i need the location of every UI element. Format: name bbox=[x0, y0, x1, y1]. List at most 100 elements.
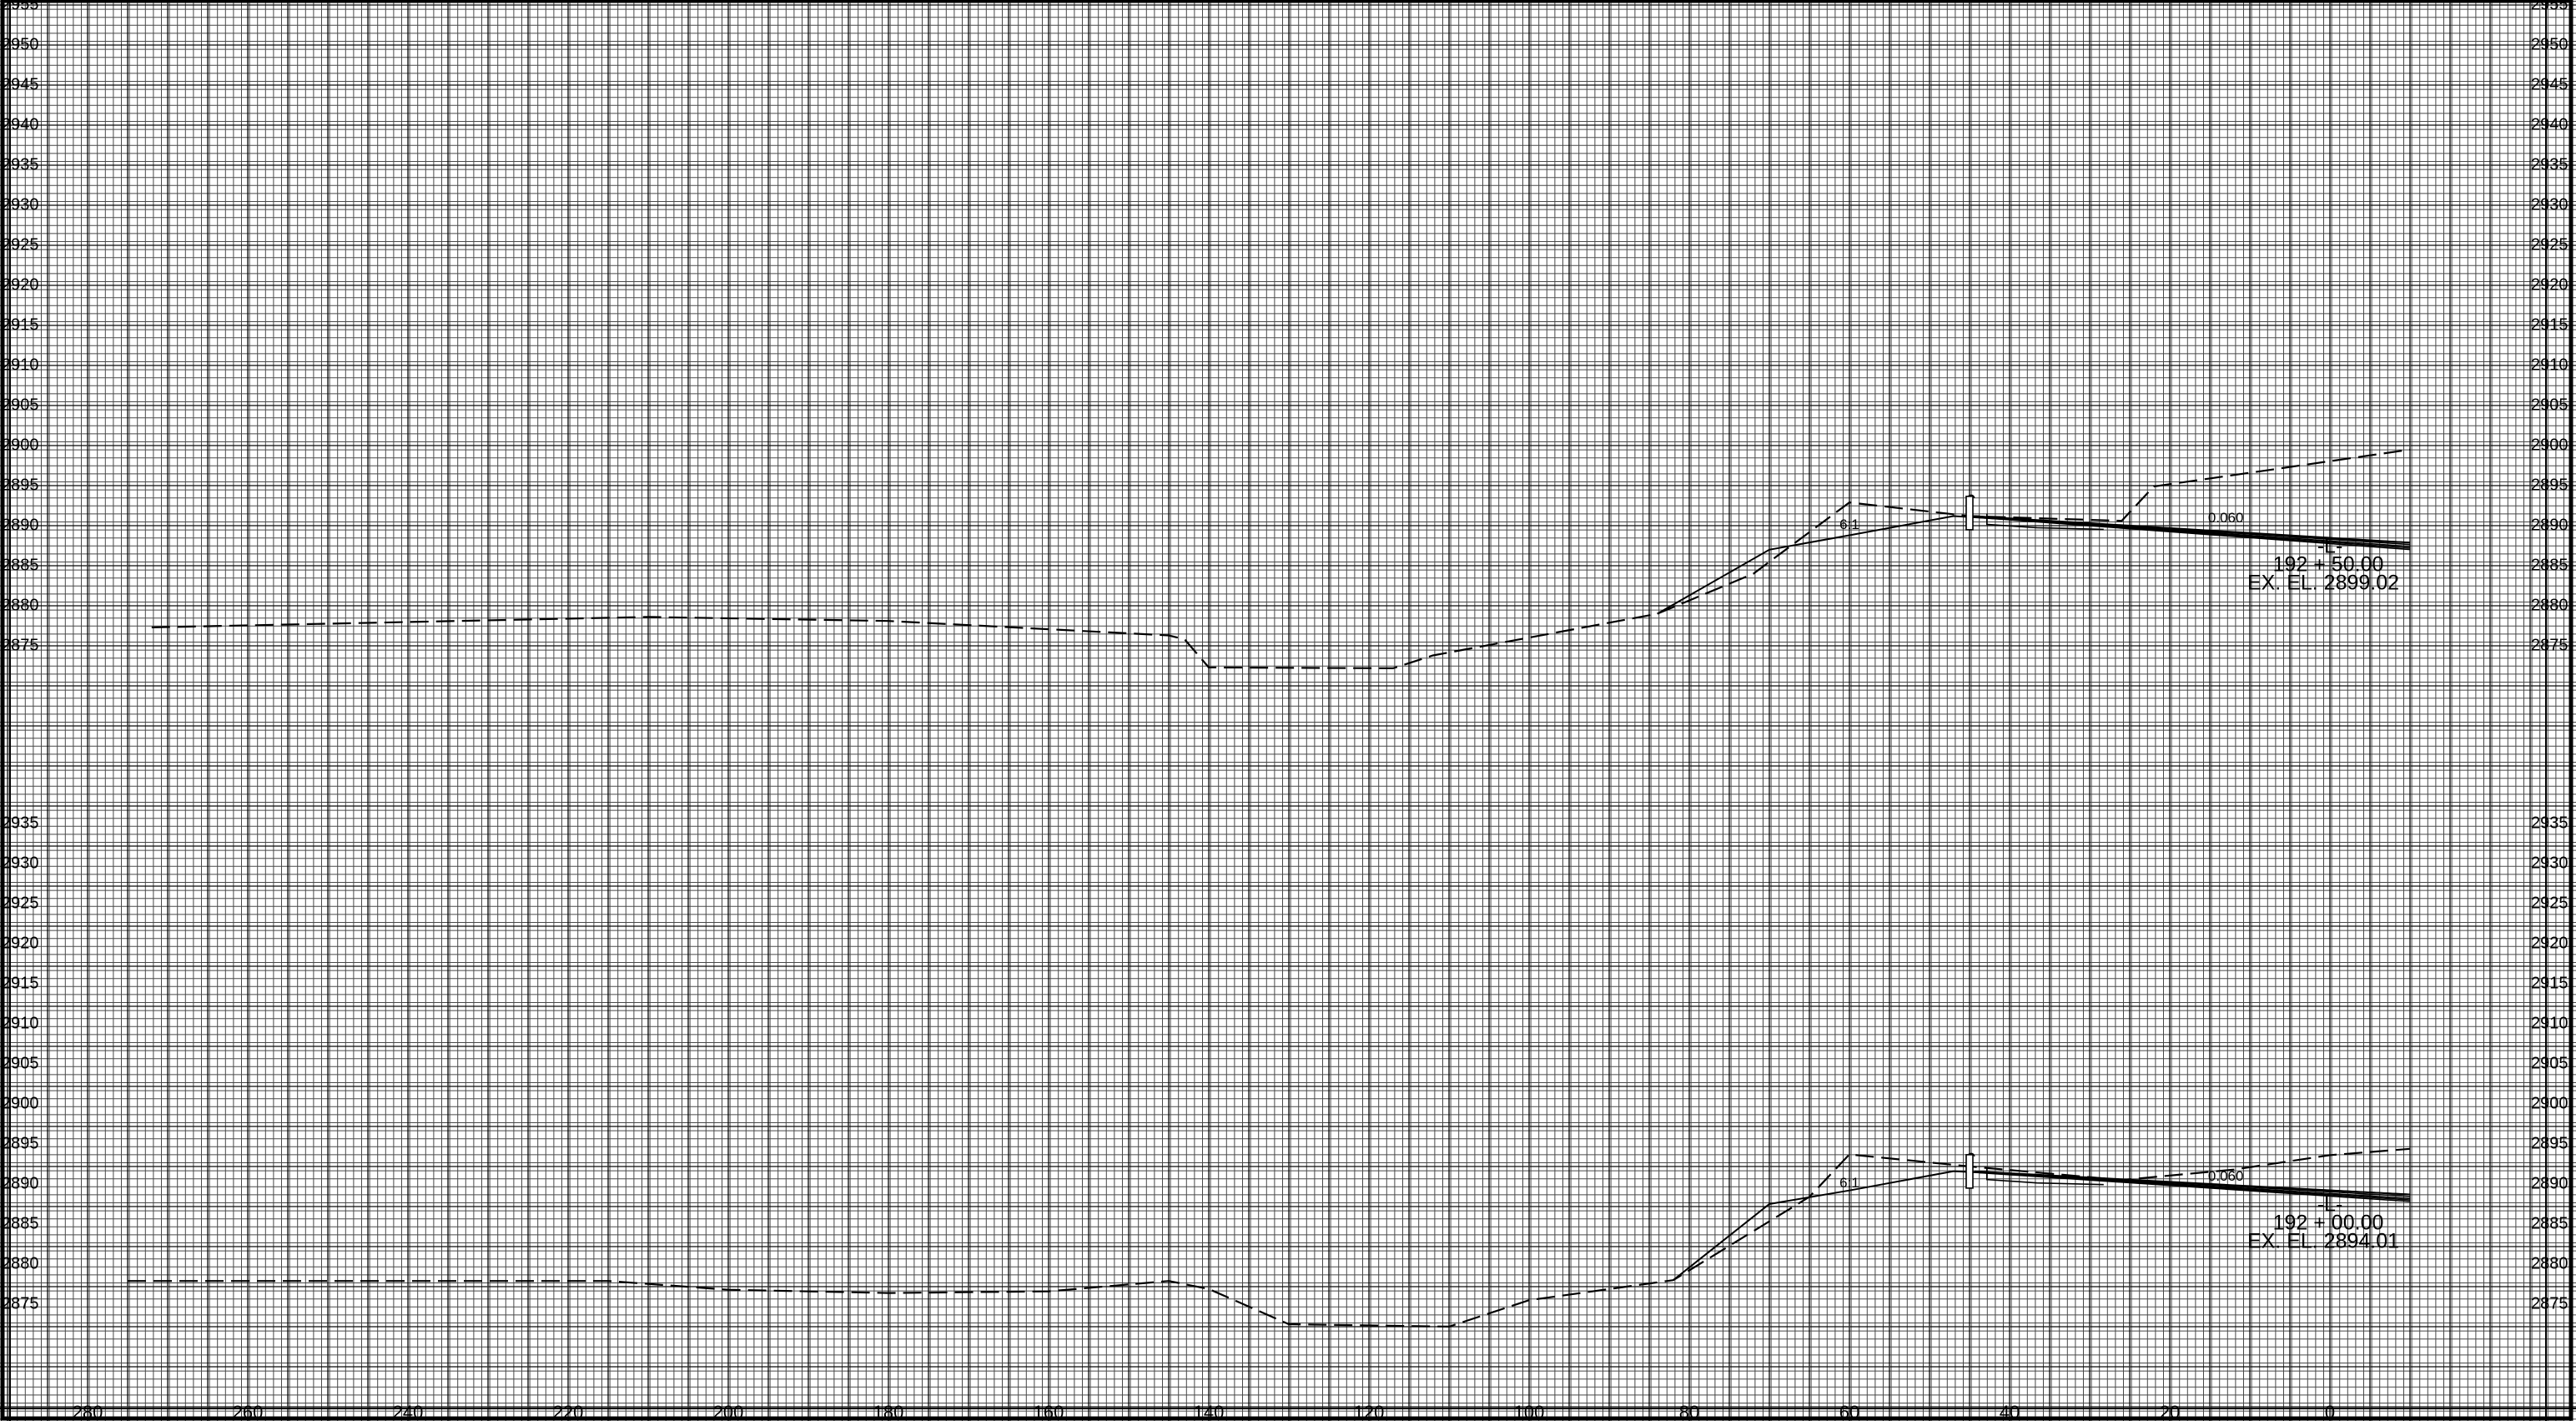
elevation-label-left: 2900 bbox=[2, 436, 39, 454]
elevation-label-left: 2935 bbox=[2, 814, 39, 832]
guardrail-post bbox=[1965, 1154, 1974, 1189]
elevation-label-right: 2895 bbox=[2531, 1134, 2568, 1152]
offset-label: 220 bbox=[553, 1402, 584, 1421]
elevation-label-left: 2925 bbox=[2, 894, 39, 912]
guardrail-cap bbox=[1967, 494, 1975, 499]
elevation-label-right: 2880 bbox=[2531, 1254, 2568, 1272]
elevation-label-left: 2930 bbox=[2, 195, 39, 214]
station-label: 192 + 50.00 bbox=[2273, 552, 2384, 576]
base-course-line bbox=[1986, 513, 2104, 531]
elevation-label-left: 2900 bbox=[2, 1094, 39, 1112]
elevation-label-left: 2915 bbox=[2, 315, 39, 334]
existing-elevation-label: EX. EL. 2899.02 bbox=[2247, 571, 2399, 594]
offset-label: 40 bbox=[2000, 1402, 2020, 1421]
elevation-label-right: 2940 bbox=[2531, 115, 2568, 134]
elevation-label-left: 2930 bbox=[2, 854, 39, 872]
elevation-label-left: 2955 bbox=[2, 0, 39, 13]
elevation-label-left: 2885 bbox=[2, 556, 39, 574]
offset-label: 200 bbox=[713, 1402, 744, 1421]
elevation-label-right: 2930 bbox=[2531, 854, 2568, 872]
elevation-label-left: 2890 bbox=[2, 1174, 39, 1192]
elevation-label-right: 2890 bbox=[2531, 516, 2568, 534]
elevation-label-left: 2905 bbox=[2, 396, 39, 414]
elevation-label-right: 2950 bbox=[2531, 35, 2568, 53]
elevation-label-right: 2910 bbox=[2531, 355, 2568, 374]
elevation-label-left: 2875 bbox=[2, 636, 39, 654]
pavement-layer-line bbox=[1979, 516, 2411, 551]
elevation-label-left: 2895 bbox=[2, 1134, 39, 1152]
elevation-label-left: 2935 bbox=[2, 155, 39, 174]
offset-label: 140 bbox=[1194, 1402, 1225, 1421]
elevation-label-right: 2915 bbox=[2531, 315, 2568, 334]
station-label: 192 + 00.00 bbox=[2273, 1211, 2384, 1234]
elevation-label-left: 2880 bbox=[2, 596, 39, 614]
elevation-label-right: 2890 bbox=[2531, 1174, 2568, 1192]
elevation-label-right: 2935 bbox=[2531, 155, 2568, 174]
elevation-label-right: 2920 bbox=[2531, 934, 2568, 952]
centerline-label: -L- bbox=[2317, 534, 2343, 557]
offset-label: 0 bbox=[2325, 1402, 2335, 1421]
elevation-label-left: 2880 bbox=[2, 1254, 39, 1272]
elevation-label-left: 2945 bbox=[2, 75, 39, 93]
offset-label: 280 bbox=[73, 1402, 103, 1421]
elevation-label-right: 2905 bbox=[2531, 396, 2568, 414]
elevation-label-left: 2910 bbox=[2, 355, 39, 374]
elevation-label-right: 2895 bbox=[2531, 476, 2568, 494]
elevation-label-right: 2905 bbox=[2531, 1054, 2568, 1072]
centerline-label: -L- bbox=[2317, 1192, 2343, 1216]
offset-label: 120 bbox=[1354, 1402, 1385, 1421]
proposed-section-line bbox=[1657, 515, 2411, 615]
elevation-label-right: 2925 bbox=[2531, 235, 2568, 254]
cross-slope-label: 0.060 bbox=[2208, 1168, 2244, 1184]
elevation-label-left: 2910 bbox=[2, 1014, 39, 1032]
elevation-label-right: 2900 bbox=[2531, 1094, 2568, 1112]
elevation-label-left: 2875 bbox=[2, 1294, 39, 1313]
elevation-label-right: 2945 bbox=[2531, 75, 2568, 93]
elevation-label-right: 2875 bbox=[2531, 1294, 2568, 1313]
pavement-layer-line bbox=[1979, 1172, 2411, 1202]
elevation-label-right: 2920 bbox=[2531, 275, 2568, 294]
elevation-label-right: 2955 bbox=[2531, 0, 2568, 13]
existing-elevation-label: EX. EL. 2894.01 bbox=[2247, 1229, 2399, 1252]
elevation-label-right: 2880 bbox=[2531, 596, 2568, 614]
offset-label: 180 bbox=[873, 1402, 904, 1421]
guardrail-post bbox=[1965, 496, 1974, 531]
elevation-label-left: 2905 bbox=[2, 1054, 39, 1072]
elevation-label-left: 2890 bbox=[2, 516, 39, 534]
elevation-label-left: 2885 bbox=[2, 1214, 39, 1232]
elevation-label-left: 2940 bbox=[2, 115, 39, 134]
elevation-label-left: 2895 bbox=[2, 476, 39, 494]
offset-label: 20 bbox=[2160, 1402, 2180, 1421]
elevation-label-right: 2910 bbox=[2531, 1014, 2568, 1032]
offset-label: 100 bbox=[1514, 1402, 1545, 1421]
elevation-label-right: 2900 bbox=[2531, 436, 2568, 454]
offset-label: 260 bbox=[233, 1402, 264, 1421]
slope-label: 6:1 bbox=[1839, 516, 1859, 532]
offset-label: 60 bbox=[1839, 1402, 1859, 1421]
elevation-label-left: 2915 bbox=[2, 974, 39, 992]
elevation-label-right: 2885 bbox=[2531, 556, 2568, 574]
cross-slope-label: 0.060 bbox=[2208, 510, 2244, 526]
offset-label: 80 bbox=[1679, 1402, 1699, 1421]
elevation-label-left: 2920 bbox=[2, 934, 39, 952]
slope-label: 6:1 bbox=[1839, 1175, 1859, 1191]
elevation-label-left: 2925 bbox=[2, 235, 39, 254]
elevation-label-right: 2885 bbox=[2531, 1214, 2568, 1232]
offset-label: 240 bbox=[393, 1402, 424, 1421]
guardrail-cap bbox=[1967, 1152, 1975, 1157]
elevation-label-right: 2875 bbox=[2531, 636, 2568, 654]
base-course-line bbox=[1986, 1168, 2104, 1186]
elevation-label-left: 2920 bbox=[2, 275, 39, 294]
elevation-label-right: 2915 bbox=[2531, 974, 2568, 992]
elevation-label-right: 2925 bbox=[2531, 894, 2568, 912]
existing-ground-line bbox=[128, 1147, 2411, 1328]
existing-ground-line bbox=[151, 448, 2411, 670]
elevation-label-right: 2930 bbox=[2531, 195, 2568, 214]
elevation-label-right: 2935 bbox=[2531, 814, 2568, 832]
offset-label: 160 bbox=[1034, 1402, 1064, 1421]
